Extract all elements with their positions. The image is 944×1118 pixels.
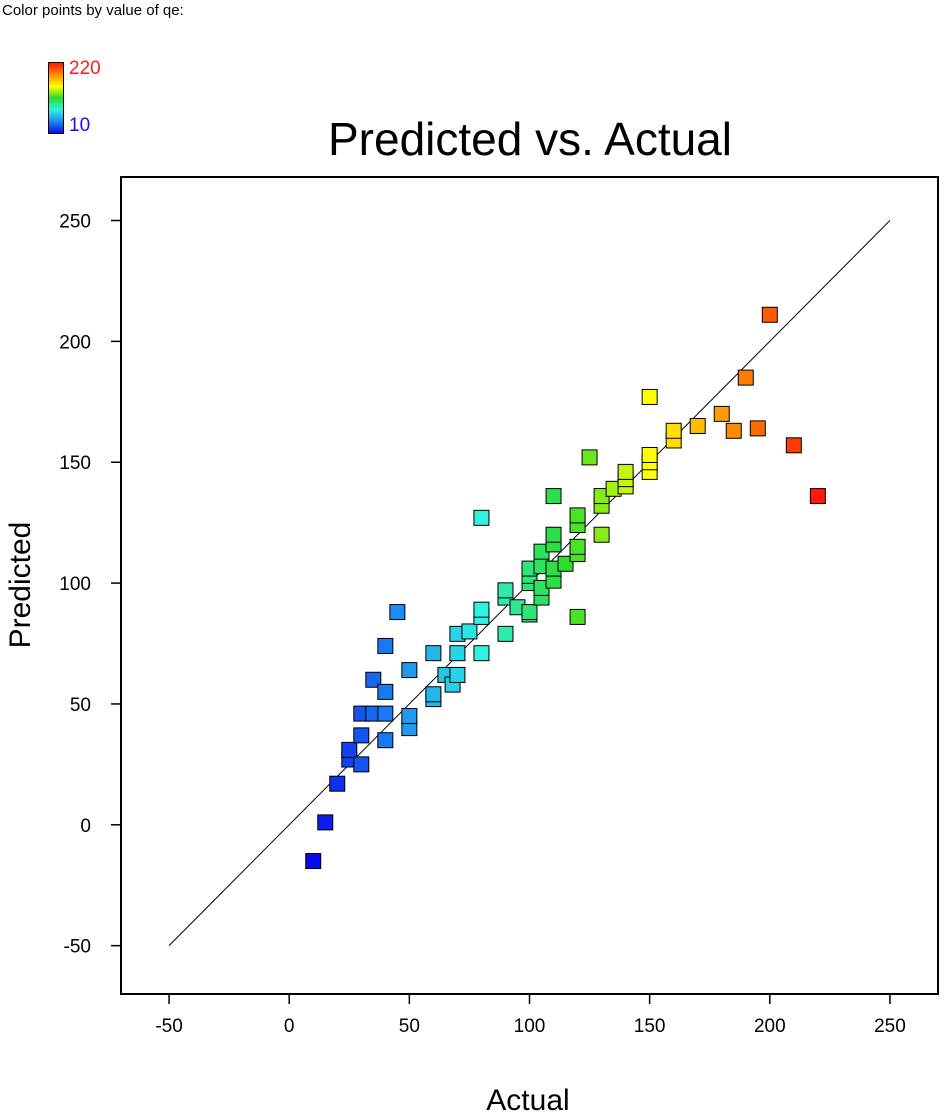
data-point xyxy=(521,604,538,621)
data-point xyxy=(545,488,562,505)
y-tick-label: 150 xyxy=(59,453,91,474)
x-tick-label: -50 xyxy=(155,1016,182,1037)
data-point xyxy=(353,756,370,773)
data-point xyxy=(713,405,730,422)
chart-title: Predicted vs. Actual xyxy=(328,113,732,165)
legend-title: Color points by value of qe: xyxy=(2,2,184,19)
data-point xyxy=(353,727,370,744)
y-tick-label: -50 xyxy=(64,937,91,958)
data-point xyxy=(557,555,574,572)
data-point xyxy=(785,437,802,454)
data-point xyxy=(377,705,394,722)
y-tick-label: 200 xyxy=(59,332,91,353)
data-point xyxy=(641,388,658,405)
color-scale-min-label: 10 xyxy=(69,115,91,136)
data-point xyxy=(809,488,826,505)
y-tick-label: 50 xyxy=(70,695,91,716)
x-tick-label: 50 xyxy=(399,1016,420,1037)
data-point xyxy=(593,526,610,543)
data-point xyxy=(473,509,490,526)
data-point xyxy=(569,608,586,625)
data-point xyxy=(473,601,490,618)
data-point xyxy=(737,369,754,386)
data-point xyxy=(665,422,682,439)
y-tick-label: 0 xyxy=(80,816,91,837)
data-point xyxy=(581,449,598,466)
data-point xyxy=(497,582,514,599)
data-point xyxy=(365,671,382,688)
data-point xyxy=(389,604,406,621)
data-point xyxy=(425,686,442,703)
data-point xyxy=(761,306,778,323)
data-point xyxy=(641,446,658,463)
x-axis-label: Actual xyxy=(486,1084,569,1117)
data-point xyxy=(377,732,394,749)
data-point xyxy=(305,853,322,870)
data-point xyxy=(749,420,766,437)
data-point xyxy=(545,526,562,543)
data-point xyxy=(401,708,418,725)
data-point xyxy=(617,463,634,480)
data-point xyxy=(569,538,586,555)
data-point xyxy=(425,645,442,662)
color-scale-bar xyxy=(48,62,64,134)
x-tick-label: 100 xyxy=(514,1016,546,1037)
data-point xyxy=(317,814,334,831)
data-point xyxy=(329,775,346,792)
y-axis-label: Predicted xyxy=(4,522,37,649)
data-point xyxy=(461,623,478,640)
x-tick-label: 0 xyxy=(284,1016,295,1037)
data-point xyxy=(497,625,514,642)
data-point xyxy=(725,422,742,439)
data-point xyxy=(401,662,418,679)
data-point xyxy=(473,645,490,662)
color-scale-max-label: 220 xyxy=(69,58,101,79)
data-point xyxy=(449,666,466,683)
data-point xyxy=(377,637,394,654)
data-point xyxy=(449,645,466,662)
data-point xyxy=(569,507,586,524)
data-point xyxy=(377,683,394,700)
x-tick-label: 250 xyxy=(874,1016,906,1037)
y-tick-label: 100 xyxy=(59,574,91,595)
y-tick-label: 250 xyxy=(59,212,91,233)
x-tick-label: 150 xyxy=(634,1016,666,1037)
data-point xyxy=(689,417,706,434)
data-point xyxy=(341,741,358,758)
x-tick-label: 200 xyxy=(754,1016,786,1037)
